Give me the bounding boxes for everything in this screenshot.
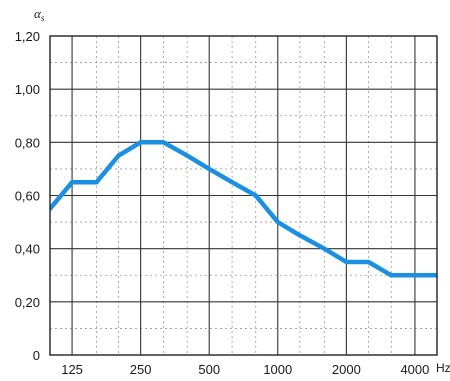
x-tick-label: 1000 [263,362,292,377]
y-tick-labels: 0 0,20 0,40 0,60 0,80 1,00 1,20 [15,29,40,363]
y-tick-label: 0,40 [15,242,40,257]
y-tick-label: 0 [33,348,40,363]
x-tick-label: 250 [130,362,152,377]
y-tick-label: 0,80 [15,135,40,150]
x-tick-label: 125 [61,362,83,377]
y-tick-label: 0,20 [15,295,40,310]
y-tick-label: 1,20 [15,29,40,44]
x-tick-label: 500 [198,362,220,377]
y-tick-label: 1,00 [15,82,40,97]
plot-frame [49,35,438,356]
y-axis-title-sub: s [41,13,45,23]
x-tick-label: 4000 [400,362,429,377]
major-grid [50,36,437,355]
x-tick-labels: 125 250 500 1000 2000 4000 [61,362,429,377]
x-tick-label: 2000 [332,362,361,377]
y-tick-label: 0,60 [15,189,40,204]
y-axis-title: αs [34,6,45,23]
y-axis-title-main: α [34,6,42,21]
x-unit-label: Hz [436,361,450,375]
absorption-line [50,140,437,278]
